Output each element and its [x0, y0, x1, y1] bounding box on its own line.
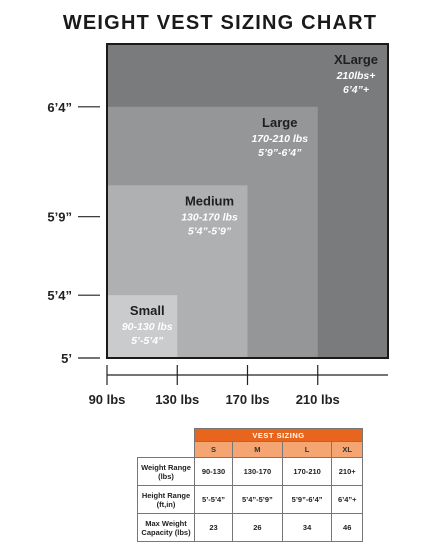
region-height-medium: 5’4”-5’9” — [188, 225, 232, 237]
row-label-weight-range: Weight Range (lbs) — [137, 457, 195, 486]
table-cell: 34 — [281, 513, 333, 542]
column-header-m: M — [232, 441, 283, 458]
chart-title: WEIGHT VEST SIZING CHART — [62, 12, 378, 34]
row-label-height-range: Height Range (ft,in) — [137, 485, 195, 514]
table-corner — [137, 428, 195, 442]
x-tick-label: 170 lbs — [225, 392, 269, 407]
table-cell: 5’4”-5’9” — [232, 485, 283, 514]
table-row: Max Weight Capacity (lbs) 23 26 34 46 — [137, 513, 363, 542]
region-label-small: Small — [130, 303, 165, 318]
row-label-max-weight: Max Weight Capacity (lbs) — [137, 513, 195, 542]
table-cell: 90-130 — [193, 457, 234, 486]
y-tick-label: 5’4” — [47, 288, 72, 303]
region-small — [107, 295, 178, 358]
column-header-l: L — [281, 441, 333, 458]
y-tick-label: 5’ — [61, 351, 72, 366]
table-cell: 5’9”-6’4” — [281, 485, 333, 514]
x-tick-label: 130 lbs — [155, 392, 199, 407]
table-cell: 130-170 — [232, 457, 283, 486]
column-header-xl: XL — [331, 441, 363, 458]
y-tick-label: 5’9” — [47, 210, 72, 225]
plot-border — [106, 43, 389, 359]
region-weight-medium: 130-170 lbs — [181, 211, 238, 223]
table-cell: 210+ — [331, 457, 363, 486]
table-cell: 6’4”+ — [331, 485, 363, 514]
x-tick-label: 210 lbs — [296, 392, 340, 407]
table-corner — [137, 441, 195, 458]
region-weight-small: 90-130 lbs — [122, 321, 173, 333]
region-label-medium: Medium — [185, 193, 234, 208]
sizing-chart: XLarge 210lbs+ 6’4”+ Large 170-210 lbs 5’9”-6… — [47, 43, 389, 407]
vest-sizing-table: VEST SIZING S M L XL Weight Range (lbs) 9… — [137, 428, 363, 542]
table-cell: 23 — [193, 513, 234, 542]
region-height-large: 5’9”-6’4” — [258, 147, 302, 159]
region-weight-large: 170-210 lbs — [251, 133, 308, 145]
region-height-xlarge: 6’4”+ — [343, 84, 369, 96]
region-height-small: 5’-5’4” — [131, 335, 164, 347]
table-cell: 26 — [232, 513, 283, 542]
y-tick-label: 6’4” — [47, 100, 72, 115]
table-row: Weight Range (lbs) 90-130 130-170 170-210… — [137, 457, 363, 486]
table-cell: 170-210 — [281, 457, 333, 486]
table-cell: 5’-5’4” — [193, 485, 234, 514]
table-cell: 46 — [331, 513, 363, 542]
table-header: VEST SIZING — [194, 428, 363, 442]
region-weight-xlarge: 210lbs+ — [336, 70, 376, 82]
column-header-s: S — [193, 441, 234, 458]
region-label-large: Large — [262, 115, 297, 130]
x-tick-label: 90 lbs — [89, 392, 126, 407]
table-row: Height Range (ft,in) 5’-5’4” 5’4”-5’9” 5’… — [137, 485, 363, 514]
region-label-xlarge: XLarge — [334, 52, 378, 67]
